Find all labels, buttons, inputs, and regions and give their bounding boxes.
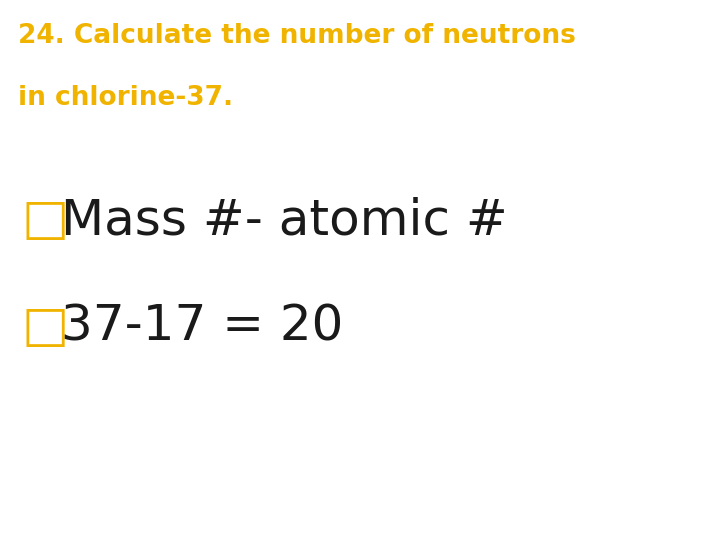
Text: 37-17 = 20: 37-17 = 20 xyxy=(61,303,343,351)
Text: Mass #- atomic #: Mass #- atomic # xyxy=(61,197,508,244)
Text: □: □ xyxy=(22,197,69,244)
Text: in chlorine-37.: in chlorine-37. xyxy=(18,85,233,111)
Text: □: □ xyxy=(22,303,69,351)
Text: 24. Calculate the number of neutrons: 24. Calculate the number of neutrons xyxy=(18,23,576,50)
